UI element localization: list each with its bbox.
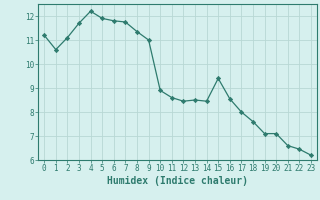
X-axis label: Humidex (Indice chaleur): Humidex (Indice chaleur) bbox=[107, 176, 248, 186]
